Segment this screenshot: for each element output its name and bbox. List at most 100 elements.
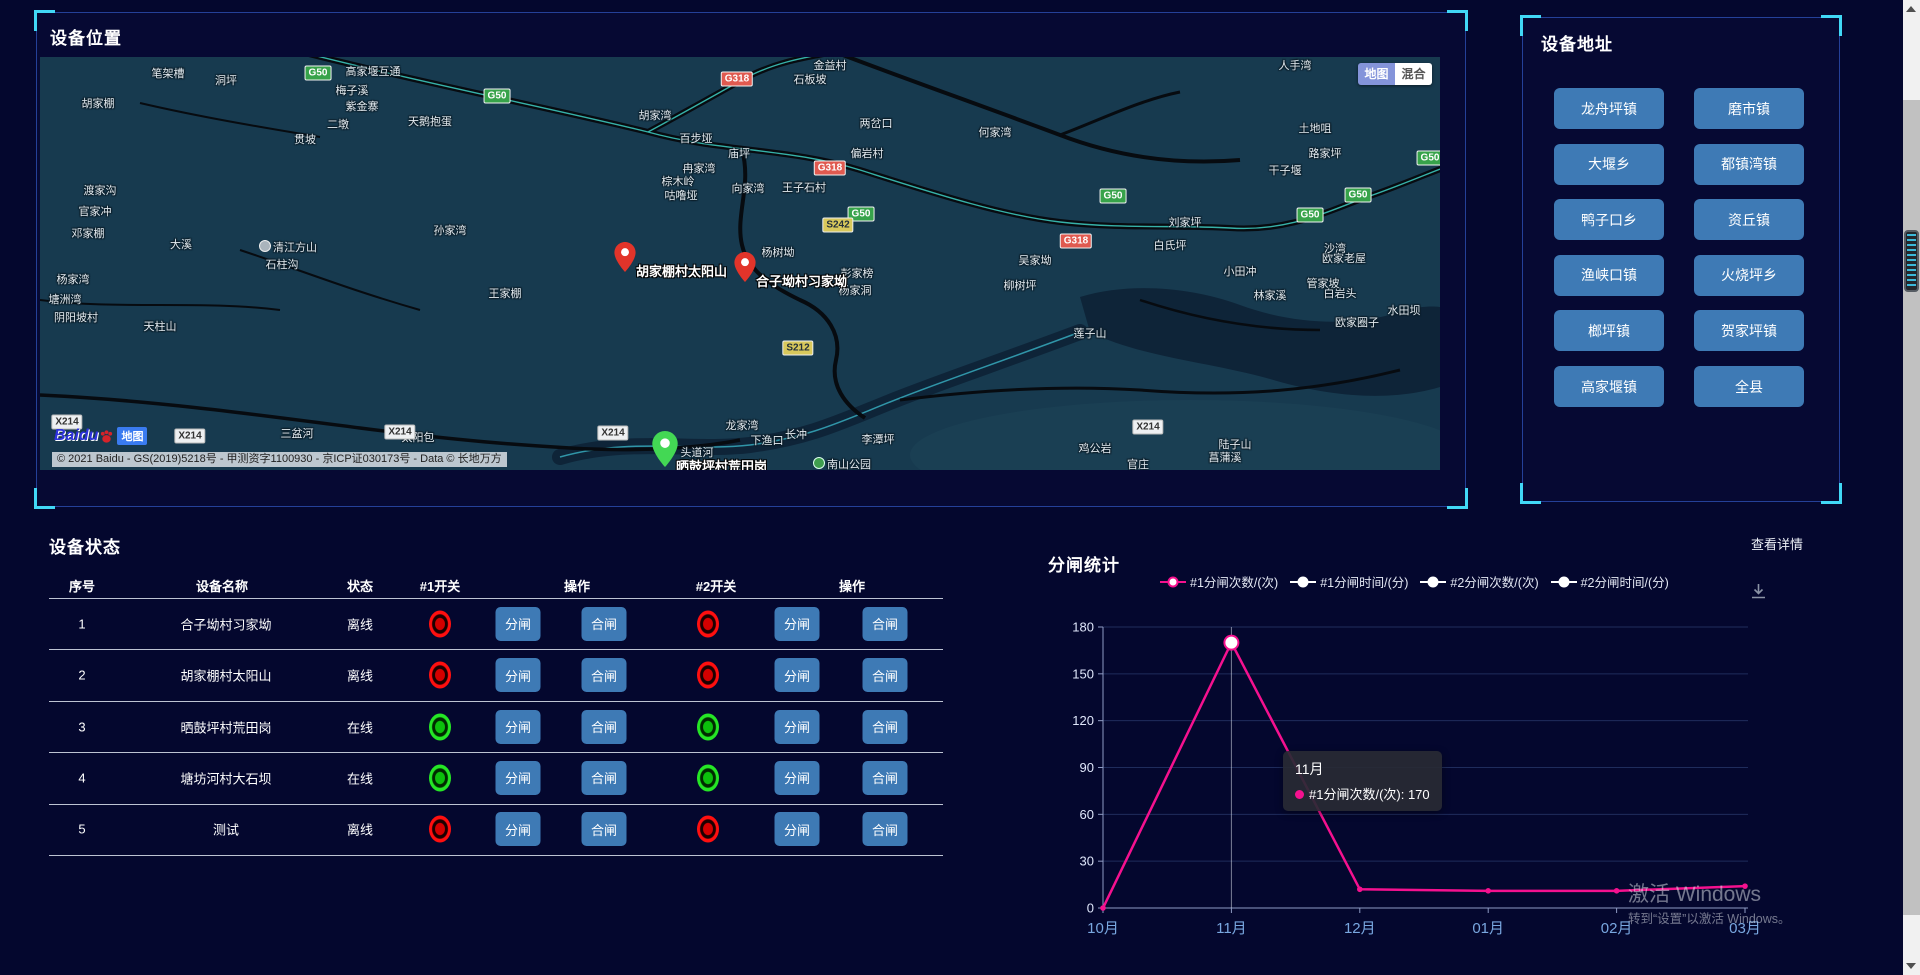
map-place-label: 南山公园	[813, 456, 871, 470]
address-button[interactable]: 高家堰镇	[1554, 366, 1664, 407]
open-switch-button[interactable]: 分闸	[774, 760, 820, 795]
close-switch-button[interactable]: 合闸	[862, 760, 908, 795]
close-switch-button[interactable]: 合闸	[862, 709, 908, 744]
map-place-label: 王家棚	[488, 288, 522, 300]
tooltip-dot	[1295, 790, 1304, 799]
table-header-cell: 操作	[838, 579, 866, 594]
baidu-brand-text: Baidu	[54, 427, 99, 444]
map-place-label: 李潭坪	[861, 434, 895, 446]
map-place-label: 孙家湾	[433, 225, 467, 237]
road-badge-s242: S242	[822, 217, 854, 233]
scrollbar-widget[interactable]	[1904, 230, 1919, 292]
table-cell: 离线	[346, 822, 374, 838]
table-cell: 晒鼓坪村荒田岗	[180, 720, 272, 735]
table-header-cell: 设备名称	[195, 579, 249, 594]
address-button[interactable]: 磨市镇	[1694, 88, 1804, 129]
open-switch-button[interactable]: 分闸	[774, 658, 820, 693]
close-switch-button[interactable]: 合闸	[581, 606, 627, 641]
map-place-label: 人手湾	[1278, 60, 1312, 72]
map-pin-marker[interactable]	[734, 252, 756, 287]
map-place-label: 胡家棚	[81, 98, 115, 110]
download-icon[interactable]	[1750, 583, 1767, 605]
table-header-cell: 状态	[346, 579, 374, 594]
map-type-map-button[interactable]: 地图	[1358, 63, 1395, 85]
address-button[interactable]: 资丘镇	[1694, 199, 1804, 241]
map-place-label: 冉家湾	[682, 163, 716, 175]
close-switch-button[interactable]: 合闸	[581, 709, 627, 744]
open-switch-button[interactable]: 分闸	[774, 812, 820, 847]
open-switch-button[interactable]: 分闸	[495, 709, 541, 744]
view-details-link[interactable]: 查看详情	[1751, 537, 1804, 552]
scrollbar-down-arrow-icon[interactable]	[1906, 963, 1916, 969]
close-switch-button[interactable]: 合闸	[581, 812, 627, 847]
map-place-label: 石板坡	[793, 74, 827, 86]
map-place-label: 邓家棚	[71, 228, 105, 240]
baidu-paw-icon	[101, 429, 113, 443]
map-place-label: 金益村	[813, 60, 847, 72]
scrollbar-up-arrow-icon[interactable]	[1906, 6, 1916, 12]
address-button[interactable]: 渔峡口镇	[1554, 254, 1664, 296]
road-badge-g318: G318	[813, 160, 847, 176]
svg-text:120: 120	[1072, 713, 1094, 728]
table-header-cell: #1开关	[419, 579, 461, 594]
close-switch-button[interactable]: 合闸	[862, 606, 908, 641]
legend-marker-icon	[1420, 576, 1447, 587]
device-address-panel: 设备地址 龙舟坪镇 磨市镇 大堰乡 都镇湾镇 鸭子口乡 资丘镇 渔峡口镇 火烧坪乡 榔坪镇 贺家坪…	[1520, 15, 1842, 504]
status-section-title: 设备状态	[49, 538, 121, 557]
map-place-label: 欧家圈子	[1335, 317, 1379, 329]
map-pin-marker[interactable]	[651, 431, 679, 470]
map-place-label: 柳树坪	[1003, 280, 1037, 292]
line-chart[interactable]: 0 30 60 90 120 150 180 10月 11月 12月 01月 02月 03月	[1060, 605, 1820, 955]
table-divider	[49, 649, 943, 651]
table-divider	[49, 855, 943, 856]
legend-item[interactable]: #2分闸次数/(次)	[1420, 572, 1539, 591]
open-switch-button[interactable]: 分闸	[774, 709, 820, 744]
switch-status-led	[429, 610, 451, 638]
road-badge-s212: S212	[782, 340, 814, 356]
legend-item[interactable]: #1分闸次数/(次)	[1160, 572, 1278, 591]
table-cell: 4	[78, 770, 86, 786]
switch-status-led	[697, 713, 719, 740]
map-place-label: 阴阳坡村	[54, 312, 98, 324]
open-switch-button[interactable]: 分闸	[495, 812, 541, 847]
map-place-label: 官庄	[1127, 459, 1149, 470]
park-icon	[813, 457, 825, 469]
address-button[interactable]: 全县	[1694, 366, 1804, 407]
address-button[interactable]: 榔坪镇	[1554, 310, 1664, 352]
close-switch-button[interactable]: 合闸	[581, 760, 627, 795]
open-switch-button[interactable]: 分闸	[774, 606, 820, 641]
map-pin-marker[interactable]	[614, 242, 636, 277]
address-button[interactable]: 火烧坪乡	[1694, 254, 1804, 296]
map-type-hybrid-button[interactable]: 混合	[1395, 63, 1432, 85]
open-switch-button[interactable]: 分闸	[495, 760, 541, 795]
road-badge-x214: X214	[1132, 419, 1164, 435]
open-switch-button[interactable]: 分闸	[495, 606, 541, 641]
map-place-label: 路家坪	[1308, 148, 1342, 160]
address-button[interactable]: 都镇湾镇	[1694, 143, 1804, 185]
open-switch-button[interactable]: 分闸	[495, 658, 541, 693]
close-switch-button[interactable]: 合闸	[862, 812, 908, 847]
baidu-logo: Baidu 地图	[54, 427, 148, 445]
scrollbar-thumb[interactable]	[1903, 100, 1920, 915]
address-button[interactable]: 大堰乡	[1554, 143, 1664, 185]
table-cell: 5	[78, 821, 86, 837]
svg-text:11月: 11月	[1216, 920, 1247, 937]
legend-label: #2分闸次数/(次)	[1450, 576, 1539, 590]
map-type-toggle: 地图 混合	[1358, 63, 1432, 85]
road-badge-x214: X214	[597, 425, 629, 441]
map-place-label: 百步垭	[679, 133, 713, 145]
close-switch-button[interactable]: 合闸	[581, 658, 627, 693]
address-button[interactable]: 龙舟坪镇	[1554, 88, 1664, 129]
address-button[interactable]: 鸭子口乡	[1554, 199, 1664, 241]
tooltip-entry: #1分闸次数/(次): 170	[1309, 787, 1430, 802]
close-switch-button[interactable]: 合闸	[862, 658, 908, 693]
baidu-map[interactable]: 笔架槽 洞坪 胡家棚 天鹅抱蛋 胡家湾 高家堰互通 梅子溪 紫金寨 二墩 贯坡 金益村 石板坡 两岔口偏…	[40, 57, 1440, 470]
map-place-label: 洞坪	[215, 75, 237, 87]
map-place-label: 笔架槽	[151, 68, 185, 80]
legend-item[interactable]: #1分闸时间/(分)	[1290, 572, 1408, 591]
corner-bracket	[34, 10, 55, 31]
map-place-label: 石柱沟	[265, 259, 299, 271]
legend-item[interactable]: #2分闸时间/(分)	[1550, 572, 1669, 591]
address-button[interactable]: 贺家坪镇	[1694, 310, 1804, 352]
